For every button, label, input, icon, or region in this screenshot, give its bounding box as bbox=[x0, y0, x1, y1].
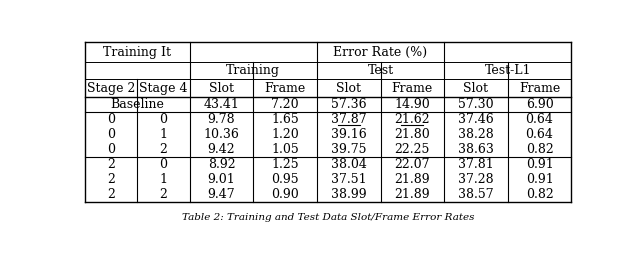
Text: Slot: Slot bbox=[336, 82, 361, 95]
Text: 0.64: 0.64 bbox=[525, 128, 554, 141]
Text: 0: 0 bbox=[107, 113, 115, 126]
Text: 2: 2 bbox=[107, 188, 115, 201]
Text: 43.41: 43.41 bbox=[204, 98, 239, 111]
Text: 0.90: 0.90 bbox=[271, 188, 299, 201]
Text: 22.25: 22.25 bbox=[395, 143, 430, 156]
Text: Error Rate (%): Error Rate (%) bbox=[333, 46, 428, 59]
Text: 38.28: 38.28 bbox=[458, 128, 494, 141]
Text: 0.64: 0.64 bbox=[525, 113, 554, 126]
Text: 38.57: 38.57 bbox=[458, 188, 493, 201]
Text: 0.82: 0.82 bbox=[525, 143, 554, 156]
Text: 0.82: 0.82 bbox=[525, 188, 554, 201]
Text: 37.81: 37.81 bbox=[458, 158, 494, 171]
Text: Test-L1: Test-L1 bbox=[484, 64, 531, 77]
Text: 2: 2 bbox=[159, 188, 168, 201]
Text: 9.01: 9.01 bbox=[207, 173, 236, 186]
Text: 21.62: 21.62 bbox=[394, 113, 430, 126]
Text: Slot: Slot bbox=[209, 82, 234, 95]
Text: 1: 1 bbox=[159, 173, 168, 186]
Text: 9.78: 9.78 bbox=[208, 113, 236, 126]
Text: 37.51: 37.51 bbox=[331, 173, 367, 186]
Text: 1.05: 1.05 bbox=[271, 143, 299, 156]
Text: Baseline: Baseline bbox=[110, 98, 164, 111]
Text: Stage 4: Stage 4 bbox=[140, 82, 188, 95]
Text: 38.99: 38.99 bbox=[331, 188, 367, 201]
Text: 37.28: 37.28 bbox=[458, 173, 493, 186]
Text: 0: 0 bbox=[107, 128, 115, 141]
Text: 38.63: 38.63 bbox=[458, 143, 494, 156]
Text: 39.75: 39.75 bbox=[331, 143, 367, 156]
Text: 2: 2 bbox=[107, 158, 115, 171]
Text: 9.42: 9.42 bbox=[208, 143, 236, 156]
Text: 37.87: 37.87 bbox=[331, 113, 367, 126]
Text: Slot: Slot bbox=[463, 82, 488, 95]
Text: 21.80: 21.80 bbox=[394, 128, 430, 141]
Text: 21.89: 21.89 bbox=[394, 188, 430, 201]
Text: 0.95: 0.95 bbox=[271, 173, 299, 186]
Text: 2: 2 bbox=[159, 143, 168, 156]
Text: 8.92: 8.92 bbox=[208, 158, 236, 171]
Text: 57.36: 57.36 bbox=[331, 98, 367, 111]
Text: 37.46: 37.46 bbox=[458, 113, 494, 126]
Text: Frame: Frame bbox=[264, 82, 306, 95]
Text: 9.47: 9.47 bbox=[208, 188, 236, 201]
Text: 1.25: 1.25 bbox=[271, 158, 299, 171]
Text: 1: 1 bbox=[159, 128, 168, 141]
Text: Training: Training bbox=[227, 64, 280, 77]
Text: Training It: Training It bbox=[103, 46, 171, 59]
Text: 1.20: 1.20 bbox=[271, 128, 299, 141]
Text: Stage 2: Stage 2 bbox=[87, 82, 135, 95]
Text: 6.90: 6.90 bbox=[525, 98, 554, 111]
Text: 0: 0 bbox=[159, 113, 168, 126]
Text: 0: 0 bbox=[107, 143, 115, 156]
Text: Test: Test bbox=[367, 64, 394, 77]
Text: 0.91: 0.91 bbox=[525, 173, 554, 186]
Text: 0.91: 0.91 bbox=[525, 158, 554, 171]
Text: 39.16: 39.16 bbox=[331, 128, 367, 141]
Text: 57.30: 57.30 bbox=[458, 98, 493, 111]
Text: 14.90: 14.90 bbox=[394, 98, 430, 111]
Text: Frame: Frame bbox=[519, 82, 560, 95]
Text: 10.36: 10.36 bbox=[204, 128, 239, 141]
Text: 7.20: 7.20 bbox=[271, 98, 299, 111]
Text: 22.07: 22.07 bbox=[395, 158, 430, 171]
Text: 38.04: 38.04 bbox=[331, 158, 367, 171]
Text: Frame: Frame bbox=[392, 82, 433, 95]
Text: 1.65: 1.65 bbox=[271, 113, 299, 126]
Text: Table 2: Training and Test Data Slot/Frame Error Rates: Table 2: Training and Test Data Slot/Fra… bbox=[182, 213, 474, 222]
Text: 21.89: 21.89 bbox=[394, 173, 430, 186]
Text: 0: 0 bbox=[159, 158, 168, 171]
Text: 2: 2 bbox=[107, 173, 115, 186]
